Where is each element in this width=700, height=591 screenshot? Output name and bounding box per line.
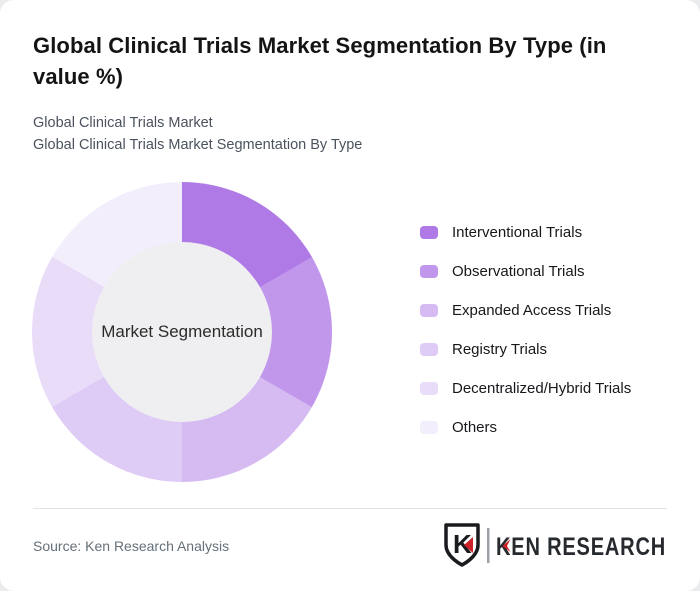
- brand-text: KEN RESEARCH: [496, 533, 666, 561]
- brand-accent-triangle-icon: [502, 539, 511, 552]
- page-title-line1: Global Clinical Trials Market Segmentati…: [33, 33, 607, 58]
- legend-item[interactable]: Observational Trials: [420, 263, 631, 280]
- legend-item[interactable]: Registry Trials: [420, 341, 631, 358]
- legend-item[interactable]: Others: [420, 419, 631, 436]
- subtitle-market: Global Clinical Trials Market: [33, 115, 213, 131]
- legend-swatch-icon: [420, 421, 438, 434]
- ken-research-logo: K KEN RESEARCH: [444, 523, 666, 567]
- legend-swatch-icon: [420, 226, 438, 239]
- page-title-line2: value %): [33, 64, 124, 89]
- legend-item[interactable]: Interventional Trials: [420, 224, 631, 241]
- legend-item-label: Registry Trials: [452, 341, 548, 358]
- legend-swatch-icon: [420, 382, 438, 395]
- legend-swatch-icon: [420, 265, 438, 278]
- shield-accent-triangle-icon: [464, 537, 473, 553]
- legend: Interventional Trials Observational Tria…: [420, 224, 632, 460]
- legend-item-label: Expanded Access Trials: [452, 302, 612, 319]
- shield-icon: K: [444, 523, 480, 567]
- legend-item-label: Decentralized/Hybrid Trials: [452, 380, 632, 397]
- legend-item[interactable]: Expanded Access Trials: [420, 302, 631, 319]
- legend-swatch-icon: [420, 343, 438, 356]
- donut-chart[interactable]: Market Segmentation: [32, 182, 332, 482]
- legend-swatch-icon: [420, 304, 438, 317]
- legend-item-label: Others: [452, 419, 498, 436]
- subtitle-segmentation: Global Clinical Trials Market Segmentati…: [33, 137, 363, 153]
- chart-subtitles: Global Clinical Trials Market Global Cli…: [33, 112, 673, 156]
- legend-item-label: Interventional Trials: [452, 224, 583, 241]
- donut-center-label: Market Segmentation: [101, 322, 263, 341]
- legend-item-label: Observational Trials: [452, 263, 585, 280]
- legend-item[interactable]: Decentralized/Hybrid Trials: [420, 380, 632, 397]
- page-title: Global Clinical Trials Market Segmentati…: [33, 30, 683, 92]
- logo-divider: [487, 528, 490, 563]
- shield-letter: K: [453, 529, 472, 559]
- donut-hole: Market Segmentation: [92, 242, 272, 422]
- footer-divider: [33, 508, 667, 509]
- source-text: Source: Ken Research Analysis: [33, 538, 230, 554]
